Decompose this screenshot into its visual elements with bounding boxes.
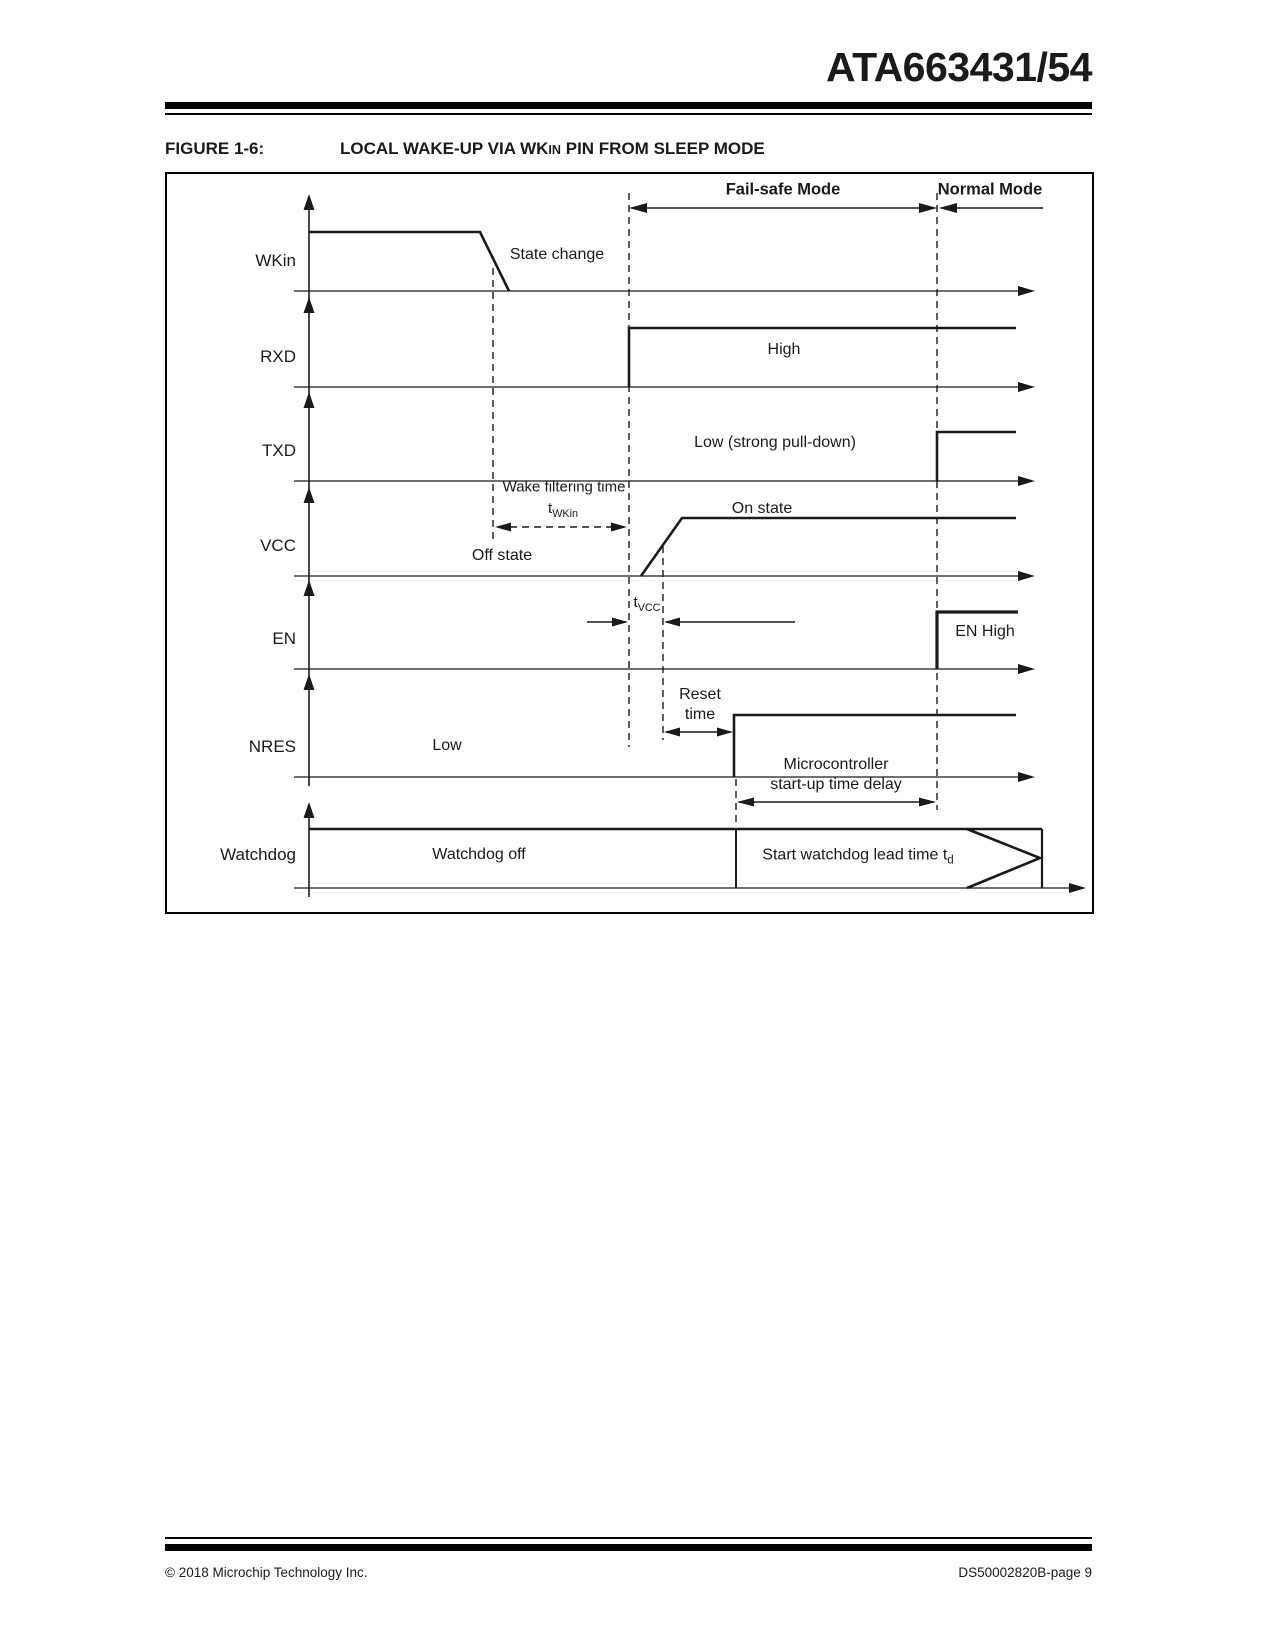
annotation-mcu-line2: start-up time delay (770, 775, 902, 793)
annotation-mcu-line1: Microcontroller (783, 755, 889, 773)
annotation-vcc-on: On state (731, 499, 793, 517)
failsafe-mode-label: Fail-safe Mode (725, 180, 841, 199)
annotation-nres-low: Low (432, 736, 462, 754)
footer-copyright: © 2018 Microchip Technology Inc. (165, 1565, 368, 1580)
annotation-watchdog-off: Watchdog off (432, 845, 526, 863)
signal-label-en: EN (272, 629, 296, 648)
annotation-reset-line2: time (684, 705, 716, 723)
header-rule-thick (165, 102, 1092, 109)
annotation-txd-low: Low (strong pull-down) (694, 433, 856, 451)
annotation-t-wkin: tWKin (548, 499, 578, 520)
annotation-wd-lead-time: Start watchdog lead time td (762, 846, 954, 867)
annotation-vcc-off: Off state (471, 546, 533, 564)
figure-caption: FIGURE 1-6: LOCAL WAKE-UP VIA WKIN PIN F… (165, 139, 765, 159)
annotation-reset-line1: Reset (679, 685, 721, 703)
header-rule-thin (165, 113, 1092, 115)
footer-doc-page: DS50002820B-page 9 (958, 1565, 1092, 1580)
signal-label-txd: TXD (262, 441, 296, 460)
annotation-wake-filter: Wake filtering time (502, 478, 626, 496)
figure-number: FIGURE 1-6: (165, 139, 265, 158)
signal-label-vcc: VCC (260, 536, 296, 555)
footer-rule-thick (165, 1544, 1092, 1551)
annotation-state-change: State change (509, 245, 605, 263)
footer-rule-thin (165, 1537, 1092, 1539)
annotation-en-high: EN High (955, 622, 1015, 640)
signal-label-nres: NRES (248, 737, 296, 756)
annotation-t-vcc: tVCC (633, 593, 661, 614)
signal-label-rxd: RXD (260, 347, 296, 366)
signal-label-wkin: WKin (255, 251, 296, 270)
figure-title: LOCAL WAKE-UP VIA WKIN PIN FROM SLEEP MO… (340, 139, 765, 158)
figure-frame (165, 172, 1094, 914)
annotation-rxd-high: High (767, 340, 801, 358)
normal-mode-label: Normal Mode (937, 180, 1043, 199)
product-title: ATA663431/54 (826, 44, 1093, 90)
signal-label-watchdog: Watchdog (220, 845, 296, 864)
